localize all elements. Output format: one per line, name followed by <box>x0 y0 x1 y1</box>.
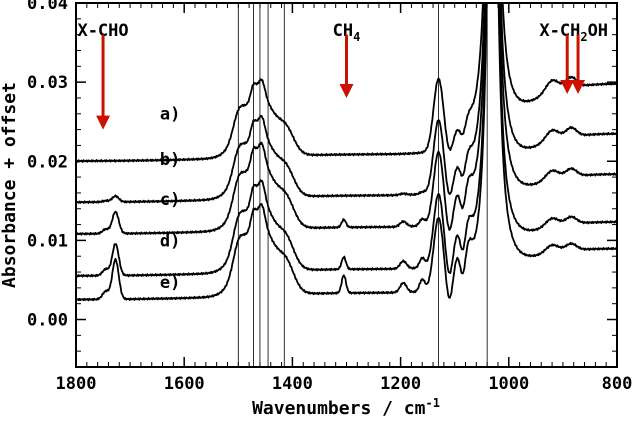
y-tick-label: 0.03 <box>27 73 68 93</box>
axis-ticks: 1800 1600 1400 1200 1000 800 0.00 0.01 0.02 0.03 0… <box>27 0 632 394</box>
annotation-arrow-head <box>96 115 111 130</box>
x-tick-label: 1800 <box>56 374 97 394</box>
y-tick-label: 0.00 <box>27 311 68 331</box>
annotation-label: CH4 <box>333 21 361 44</box>
annotation-label-subscript: 2 <box>580 30 587 44</box>
curve-label-b: b) <box>160 150 180 170</box>
annotation-arrow-head <box>339 83 354 98</box>
annotation-label-main: X-CHO <box>77 21 128 41</box>
x-tick-label: 1600 <box>164 374 205 394</box>
x-tick-label: 1400 <box>272 374 313 394</box>
y-axis-title: Absorbance + offset <box>0 82 20 288</box>
spectrum-curve-c <box>76 3 617 236</box>
annotations: X-CHO CH4 X-CH2OH <box>77 21 608 130</box>
curve-label-c: c) <box>160 190 180 210</box>
curve-label-e: e) <box>160 273 180 293</box>
spectrum-curve-e <box>76 3 617 302</box>
y-tick-label: 0.01 <box>27 231 68 251</box>
x-tick-label: 1000 <box>488 374 529 394</box>
annotation-arrow-head <box>560 80 575 94</box>
x-tick-label: 800 <box>602 374 633 394</box>
annotation-label-main: X-CH <box>539 21 580 41</box>
curve-label-d: d) <box>160 232 180 252</box>
spectrum-curve-d <box>76 3 617 278</box>
x-tick-label: 1200 <box>380 374 421 394</box>
y-tick-label: 0.04 <box>27 0 68 14</box>
curve-labels: a) b) c) d) e) <box>160 104 180 293</box>
annotation-label-main: CH <box>333 21 353 41</box>
x-axis-title-superscript: -1 <box>425 396 439 410</box>
spectrum-curve-a <box>76 3 617 163</box>
annotation-label-subscript: 4 <box>353 30 360 44</box>
spectra-curves <box>76 3 617 302</box>
curve-label-a: a) <box>160 104 180 124</box>
annotation-arrow-head <box>571 80 586 94</box>
x-axis-title: Wavenumbers / cm-1 <box>252 396 440 419</box>
y-tick-label: 0.02 <box>27 152 68 172</box>
annotation-label-suffix: OH <box>588 21 608 41</box>
reference-lines <box>237 3 488 367</box>
annotation-label: X-CH2OH <box>539 21 608 44</box>
spectrum-curve-b <box>76 3 617 204</box>
annotation-label: X-CHO <box>77 21 128 41</box>
